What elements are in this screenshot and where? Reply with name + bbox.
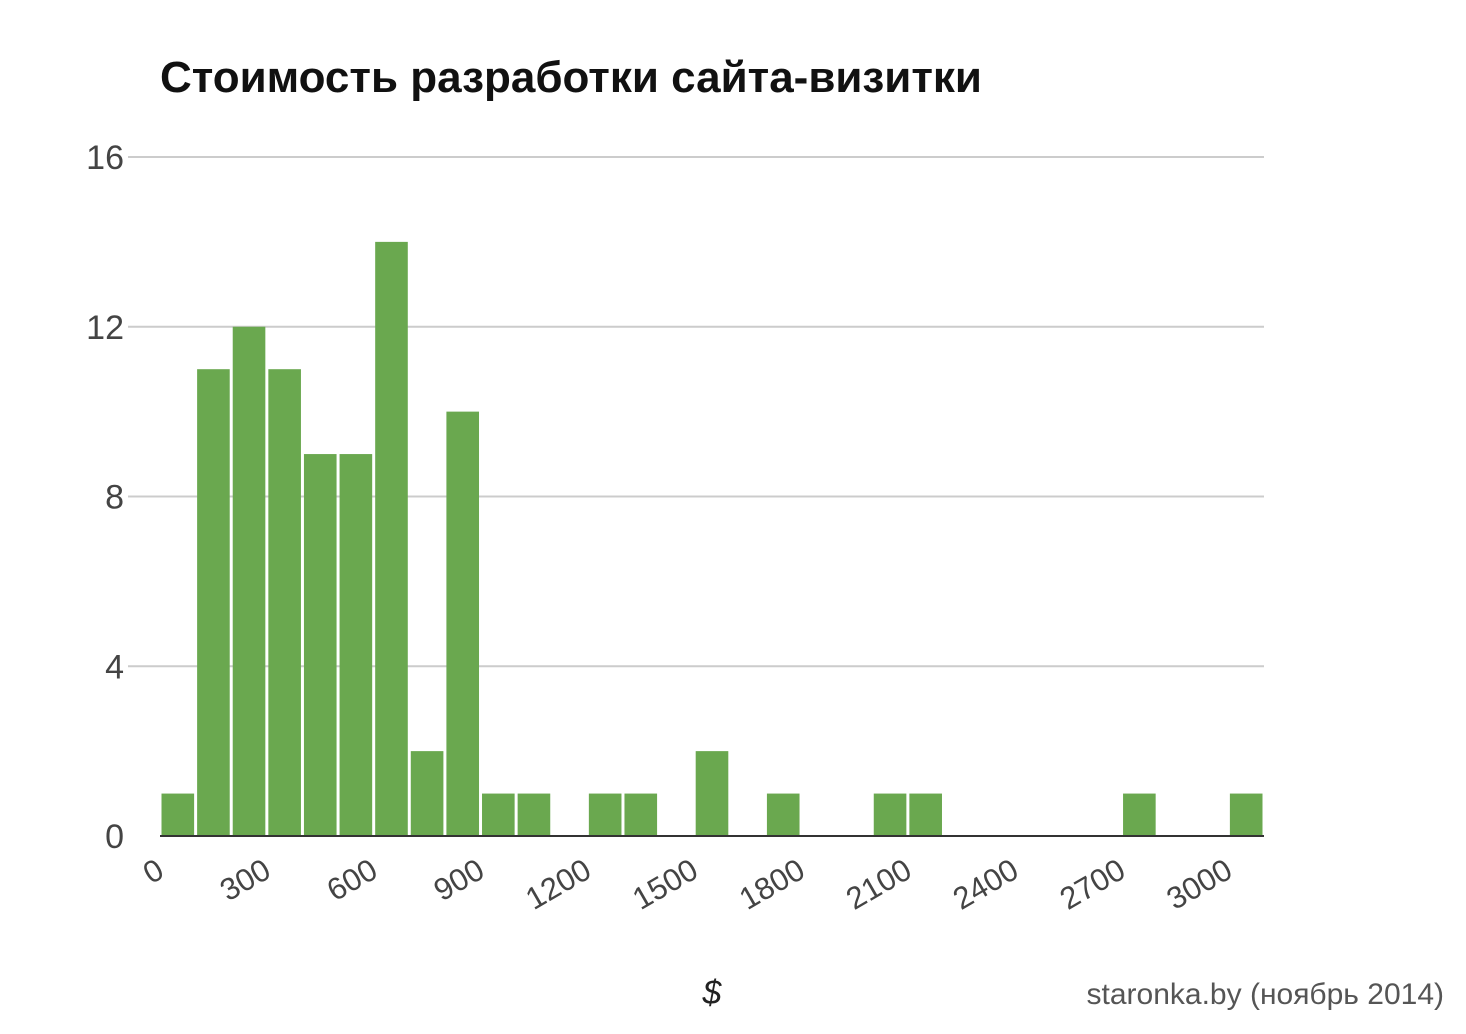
x-tick-label: 2100 xyxy=(840,852,917,917)
histogram-bar xyxy=(161,793,195,836)
histogram-bar xyxy=(197,369,230,836)
x-tick-label: 1500 xyxy=(626,852,703,917)
x-axis-ticks: 0 300 600 900 1200 1500 1800 2100 2400 2700 3000 xyxy=(137,852,1238,917)
chart-title: Стоимость разработки сайта-визитки xyxy=(160,53,982,102)
histogram-bar xyxy=(232,326,266,836)
x-tick-label: 1800 xyxy=(733,852,810,917)
histogram-bar xyxy=(375,241,408,836)
histogram-bar xyxy=(1123,793,1156,836)
histogram-bar xyxy=(873,793,907,836)
histogram-bar xyxy=(303,454,337,836)
x-tick-label: 1200 xyxy=(520,852,597,917)
histogram-bar xyxy=(446,411,480,836)
x-tick-label: 300 xyxy=(214,852,276,908)
x-tick-label: 0 xyxy=(137,852,169,891)
x-axis-label: $ xyxy=(702,974,723,1012)
source-note: staronka.by (ноябрь 2014) xyxy=(1087,978,1444,1011)
histogram-bar xyxy=(695,751,729,836)
y-tick-label: 4 xyxy=(105,648,124,686)
x-tick-label: 2400 xyxy=(947,852,1024,917)
histogram-bar xyxy=(339,454,373,836)
histogram-bar xyxy=(766,793,800,836)
y-tick-label: 16 xyxy=(86,139,124,177)
histogram-bar xyxy=(482,793,515,836)
histogram-bar xyxy=(1229,793,1263,836)
histogram-bar xyxy=(588,793,622,836)
y-tick-label: 8 xyxy=(105,479,124,517)
x-tick-label: 3000 xyxy=(1161,852,1238,917)
x-tick-label: 900 xyxy=(428,852,490,908)
bars xyxy=(161,241,1263,836)
x-tick-label: 2700 xyxy=(1054,852,1131,917)
y-tick-label: 0 xyxy=(105,818,124,856)
histogram-bar xyxy=(517,793,551,836)
y-axis-ticks: 0 4 8 12 16 xyxy=(86,139,124,856)
histogram-bar xyxy=(410,751,444,836)
histogram-bar xyxy=(268,369,301,836)
histogram-bar xyxy=(624,793,658,836)
x-tick-label: 600 xyxy=(321,852,383,908)
histogram-bar xyxy=(909,793,942,836)
y-tick-label: 12 xyxy=(86,309,124,347)
